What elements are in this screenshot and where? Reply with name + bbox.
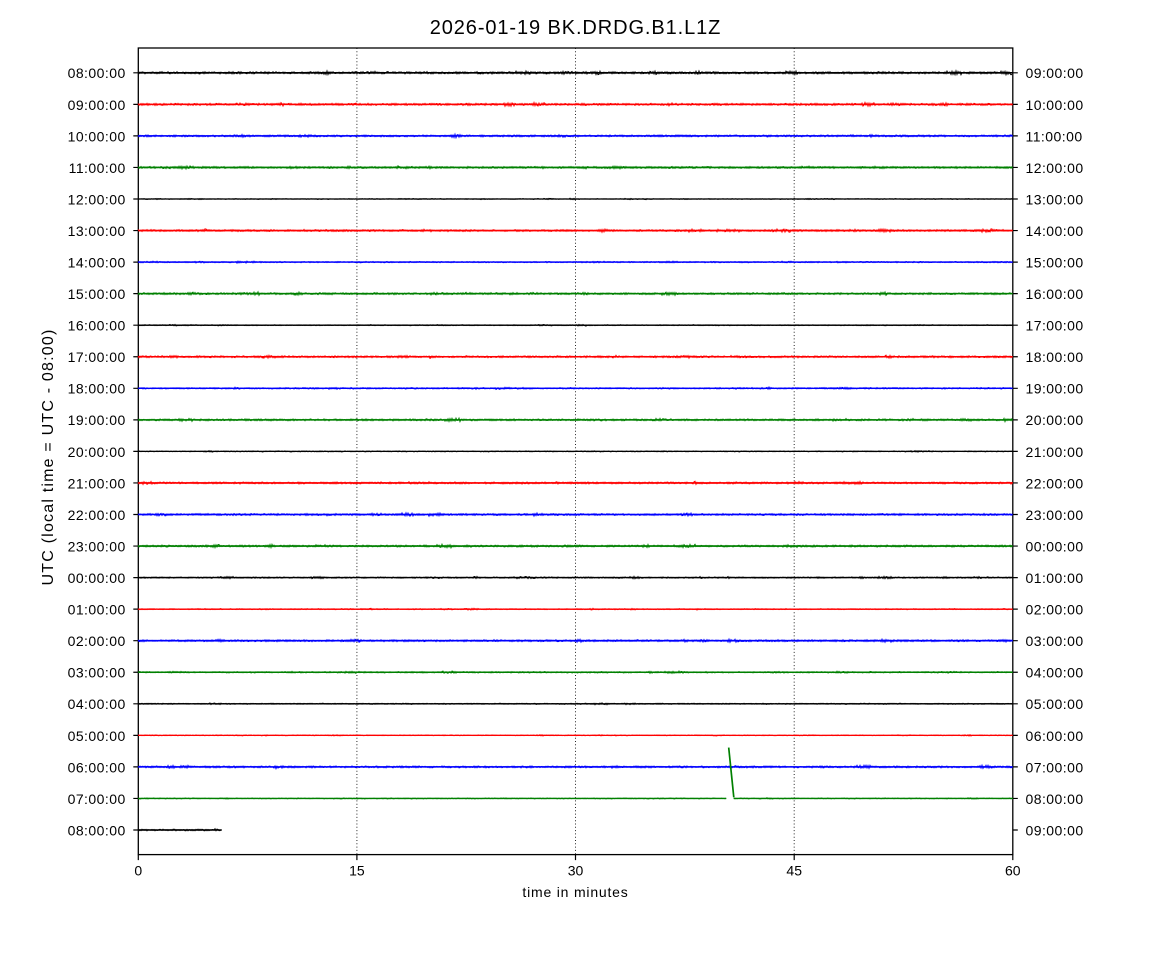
svg-text:21:00:00: 21:00:00 [1026,444,1084,460]
svg-text:21:00:00: 21:00:00 [68,475,126,491]
svg-text:12:00:00: 12:00:00 [1026,160,1084,176]
svg-text:08:00:00: 08:00:00 [1026,791,1084,807]
svg-text:02:00:00: 02:00:00 [68,633,126,649]
svg-text:09:00:00: 09:00:00 [1026,822,1084,838]
svg-text:18:00:00: 18:00:00 [1026,349,1084,365]
svg-text:08:00:00: 08:00:00 [68,822,126,838]
svg-text:05:00:00: 05:00:00 [1026,696,1084,712]
svg-text:13:00:00: 13:00:00 [68,223,126,239]
svg-text:17:00:00: 17:00:00 [1026,318,1084,334]
svg-text:22:00:00: 22:00:00 [68,507,126,523]
svg-text:14:00:00: 14:00:00 [68,255,126,271]
svg-text:0: 0 [134,863,142,879]
svg-text:18:00:00: 18:00:00 [68,381,126,397]
svg-text:15:00:00: 15:00:00 [68,286,126,302]
svg-text:23:00:00: 23:00:00 [1026,507,1084,523]
svg-text:09:00:00: 09:00:00 [1026,65,1084,81]
svg-text:04:00:00: 04:00:00 [68,696,126,712]
svg-text:time in minutes: time in minutes [522,884,628,900]
svg-text:09:00:00: 09:00:00 [68,97,126,113]
svg-text:03:00:00: 03:00:00 [1026,633,1084,649]
svg-text:07:00:00: 07:00:00 [1026,759,1084,775]
svg-text:2026-01-19 BK.DRDG.B1.L1Z: 2026-01-19 BK.DRDG.B1.L1Z [430,17,722,39]
svg-text:10:00:00: 10:00:00 [68,128,126,144]
svg-text:13:00:00: 13:00:00 [1026,191,1084,207]
svg-text:16:00:00: 16:00:00 [1026,286,1084,302]
svg-text:14:00:00: 14:00:00 [1026,223,1084,239]
svg-text:16:00:00: 16:00:00 [68,318,126,334]
svg-text:08:00:00: 08:00:00 [68,65,126,81]
svg-text:20:00:00: 20:00:00 [68,444,126,460]
svg-text:22:00:00: 22:00:00 [1026,475,1084,491]
svg-text:01:00:00: 01:00:00 [68,602,126,618]
svg-text:20:00:00: 20:00:00 [1026,412,1084,428]
svg-text:04:00:00: 04:00:00 [1026,665,1084,681]
svg-text:05:00:00: 05:00:00 [68,728,126,744]
svg-text:60: 60 [1005,863,1021,879]
svg-text:11:00:00: 11:00:00 [1026,128,1083,144]
svg-text:30: 30 [568,863,584,879]
svg-text:UTC (local time = UTC - 08:00): UTC (local time = UTC - 08:00) [40,329,57,586]
svg-text:10:00:00: 10:00:00 [1026,97,1084,113]
svg-text:06:00:00: 06:00:00 [1026,728,1084,744]
svg-text:19:00:00: 19:00:00 [68,412,126,428]
svg-text:02:00:00: 02:00:00 [1026,602,1084,618]
svg-text:19:00:00: 19:00:00 [1026,381,1084,397]
svg-text:06:00:00: 06:00:00 [68,759,126,775]
svg-text:07:00:00: 07:00:00 [68,791,126,807]
svg-text:45: 45 [786,863,802,879]
svg-text:17:00:00: 17:00:00 [68,349,126,365]
svg-text:01:00:00: 01:00:00 [1026,570,1084,586]
svg-text:23:00:00: 23:00:00 [68,538,126,554]
svg-text:00:00:00: 00:00:00 [1026,538,1084,554]
svg-text:15: 15 [349,863,365,879]
svg-text:15:00:00: 15:00:00 [1026,255,1084,271]
svg-text:03:00:00: 03:00:00 [68,665,126,681]
svg-text:11:00:00: 11:00:00 [69,160,126,176]
svg-text:00:00:00: 00:00:00 [68,570,126,586]
svg-text:12:00:00: 12:00:00 [68,191,126,207]
